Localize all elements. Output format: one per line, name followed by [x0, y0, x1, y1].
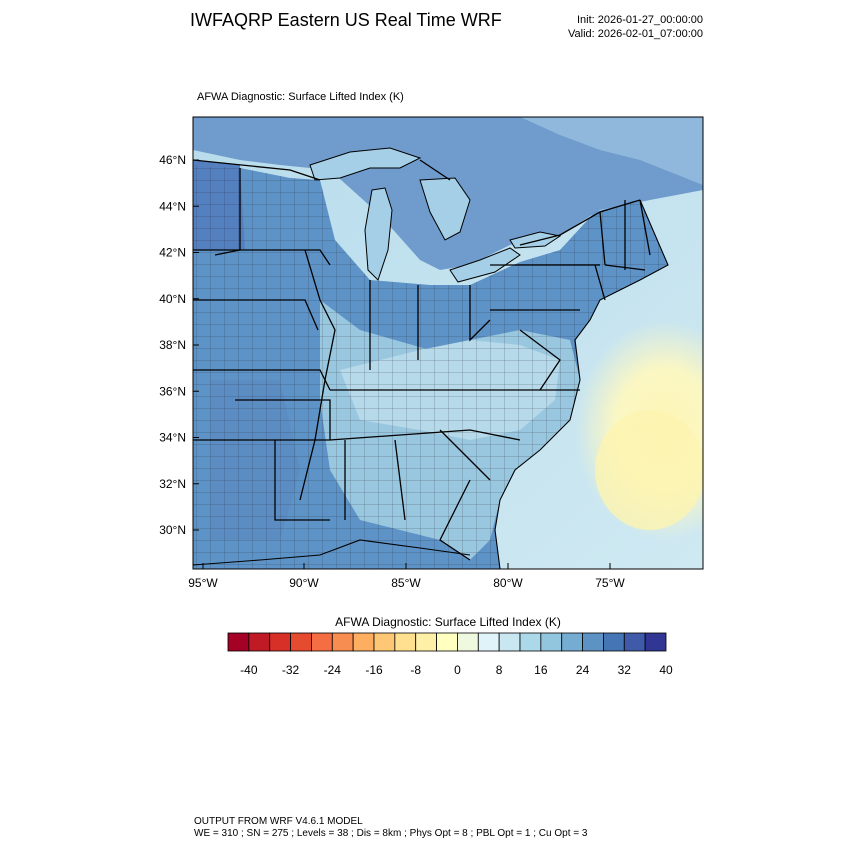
colorbar-swatch: [562, 633, 583, 651]
lat-label: 42°N: [159, 246, 186, 260]
colorbar-label: -24: [324, 663, 342, 677]
lat-label: 44°N: [159, 199, 186, 213]
colorbar-label: 40: [659, 663, 673, 677]
lon-label: 95°W: [188, 576, 218, 590]
lat-label: 36°N: [159, 384, 186, 398]
colorbar-label: -16: [365, 663, 383, 677]
colorbar-swatch: [520, 633, 541, 651]
colorbar-swatch: [416, 633, 437, 651]
colorbar-swatch: [249, 633, 270, 651]
colorbar-label: -8: [410, 663, 421, 677]
colorbar-swatch: [395, 633, 416, 651]
colorbar-swatch: [499, 633, 520, 651]
colorbar-swatch: [270, 633, 291, 651]
colorbar-swatch: [311, 633, 332, 651]
lat-label: 38°N: [159, 338, 186, 352]
colorbar-swatch: [437, 633, 458, 651]
colorbar-label: 32: [618, 663, 632, 677]
warm-core: [595, 410, 705, 530]
model-info: OUTPUT FROM WRF V4.6.1 MODEL: [194, 816, 363, 827]
colorbar-label: 0: [454, 663, 461, 677]
colorbar-swatch: [332, 633, 353, 651]
lat-label: 32°N: [159, 477, 186, 491]
lat-label: 46°N: [159, 153, 186, 167]
colorbar-swatch: [478, 633, 499, 651]
colorbar-swatch: [645, 633, 666, 651]
colorbar-swatch: [541, 633, 562, 651]
colorbar-swatch: [291, 633, 312, 651]
lat-label: 34°N: [159, 431, 186, 445]
colorbar-swatch: [583, 633, 604, 651]
model-config: WE = 310 ; SN = 275 ; Levels = 38 ; Dis …: [194, 828, 587, 839]
lat-label: 40°N: [159, 292, 186, 306]
lon-label: 90°W: [289, 576, 319, 590]
colorbar-swatch: [374, 633, 395, 651]
colorbar-swatch: [228, 633, 249, 651]
colorbar-swatch: [457, 633, 478, 651]
map-area: [193, 117, 755, 569]
lon-label: 75°W: [595, 576, 625, 590]
colorbar-swatch: [353, 633, 374, 651]
lon-label: 80°W: [493, 576, 523, 590]
lat-label: 30°N: [159, 523, 186, 537]
colorbar-title: AFWA Diagnostic: Surface Lifted Index (K…: [0, 615, 850, 629]
colorbar-label: -40: [240, 663, 258, 677]
colorbar-swatch: [603, 633, 624, 651]
colorbar-label: -32: [282, 663, 300, 677]
colorbar-label: 8: [496, 663, 503, 677]
colorbar-label: 24: [576, 663, 590, 677]
lon-label: 85°W: [391, 576, 421, 590]
colorbar-swatch: [624, 633, 645, 651]
colorbar: -40 -32 -24 -16 -8 0 8 16 24 32 40: [228, 633, 673, 677]
colorbar-label: 16: [534, 663, 548, 677]
